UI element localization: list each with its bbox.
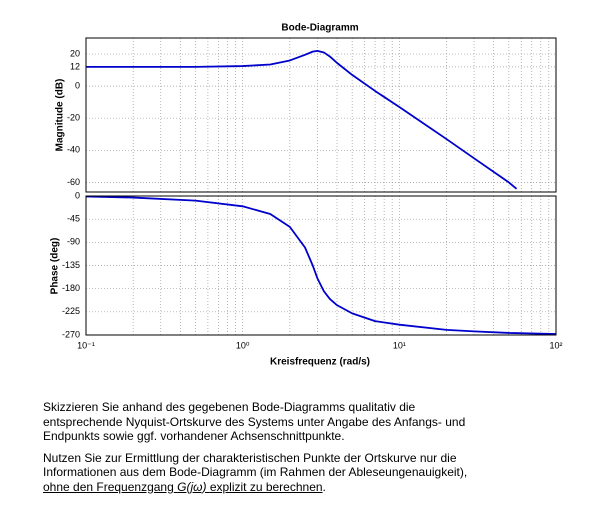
underlined-text: ohne den Frequenzgang G(jω) explizit zu …	[43, 480, 323, 494]
text: ohne den Frequenzgang	[43, 479, 174, 494]
text-line: Skizzieren Sie anhand des gegebenen Bode…	[43, 400, 416, 414]
task-text: Skizzieren Sie anhand des gegebenen Bode…	[43, 400, 563, 501]
plot-area	[85, 37, 557, 193]
text: .	[322, 479, 326, 494]
y-tick-label: -135	[62, 260, 80, 270]
y-tick-label: -180	[62, 283, 80, 293]
y-tick-label: -20	[67, 113, 80, 123]
data-line	[86, 49, 518, 190]
chart-title: Bode-Diagramm	[281, 23, 358, 34]
x-tick-label: 10¹	[393, 340, 406, 350]
x-axis-label: Kreisfrequenz (rad/s)	[270, 357, 370, 368]
text-line: entsprechende Nyquist-Ortskurve des Syst…	[43, 414, 466, 429]
text-line: Informationen aus dem Bode-Diagramm (im …	[43, 465, 468, 479]
text-line: Nutzen Sie zur Ermittlung der charakteri…	[43, 450, 457, 465]
y-tick-label: -90	[67, 237, 80, 247]
x-tick-label: 10⁰	[236, 340, 250, 350]
y-tick-label: 0	[75, 190, 80, 200]
y-tick-label: 0	[75, 81, 80, 91]
data-line	[85, 195, 557, 335]
text: explizit zu berechnen	[209, 479, 323, 494]
y-tick-label: 12	[70, 61, 80, 71]
paragraph: Skizzieren Sie anhand des gegebenen Bode…	[43, 400, 563, 444]
y-tick-label: 20	[70, 48, 80, 58]
y-tick-label: -60	[67, 177, 80, 187]
y-axis-label: Phase (deg)	[50, 238, 61, 295]
plot-frame	[85, 37, 557, 193]
bode-chart: Bode-Diagramm Magnitude (dB) Phase (deg)…	[50, 23, 563, 368]
y-tick-label: -270	[62, 329, 80, 339]
x-tick-label: 10²	[549, 340, 562, 350]
plot-frame	[85, 195, 557, 336]
y-axis-label: Magnitude (dB)	[55, 79, 66, 152]
y-tick-label: -225	[62, 306, 80, 316]
formula: G(jω)	[177, 479, 207, 494]
paragraph: Nutzen Sie zur Ermittlung der charakteri…	[43, 451, 563, 495]
x-tick-label: 10⁻¹	[77, 340, 95, 350]
y-tick-label: -40	[67, 145, 80, 155]
text-line: Endpunkts sowie ggf. vorhandener Achsens…	[43, 429, 345, 443]
y-tick-label: -45	[67, 214, 80, 224]
